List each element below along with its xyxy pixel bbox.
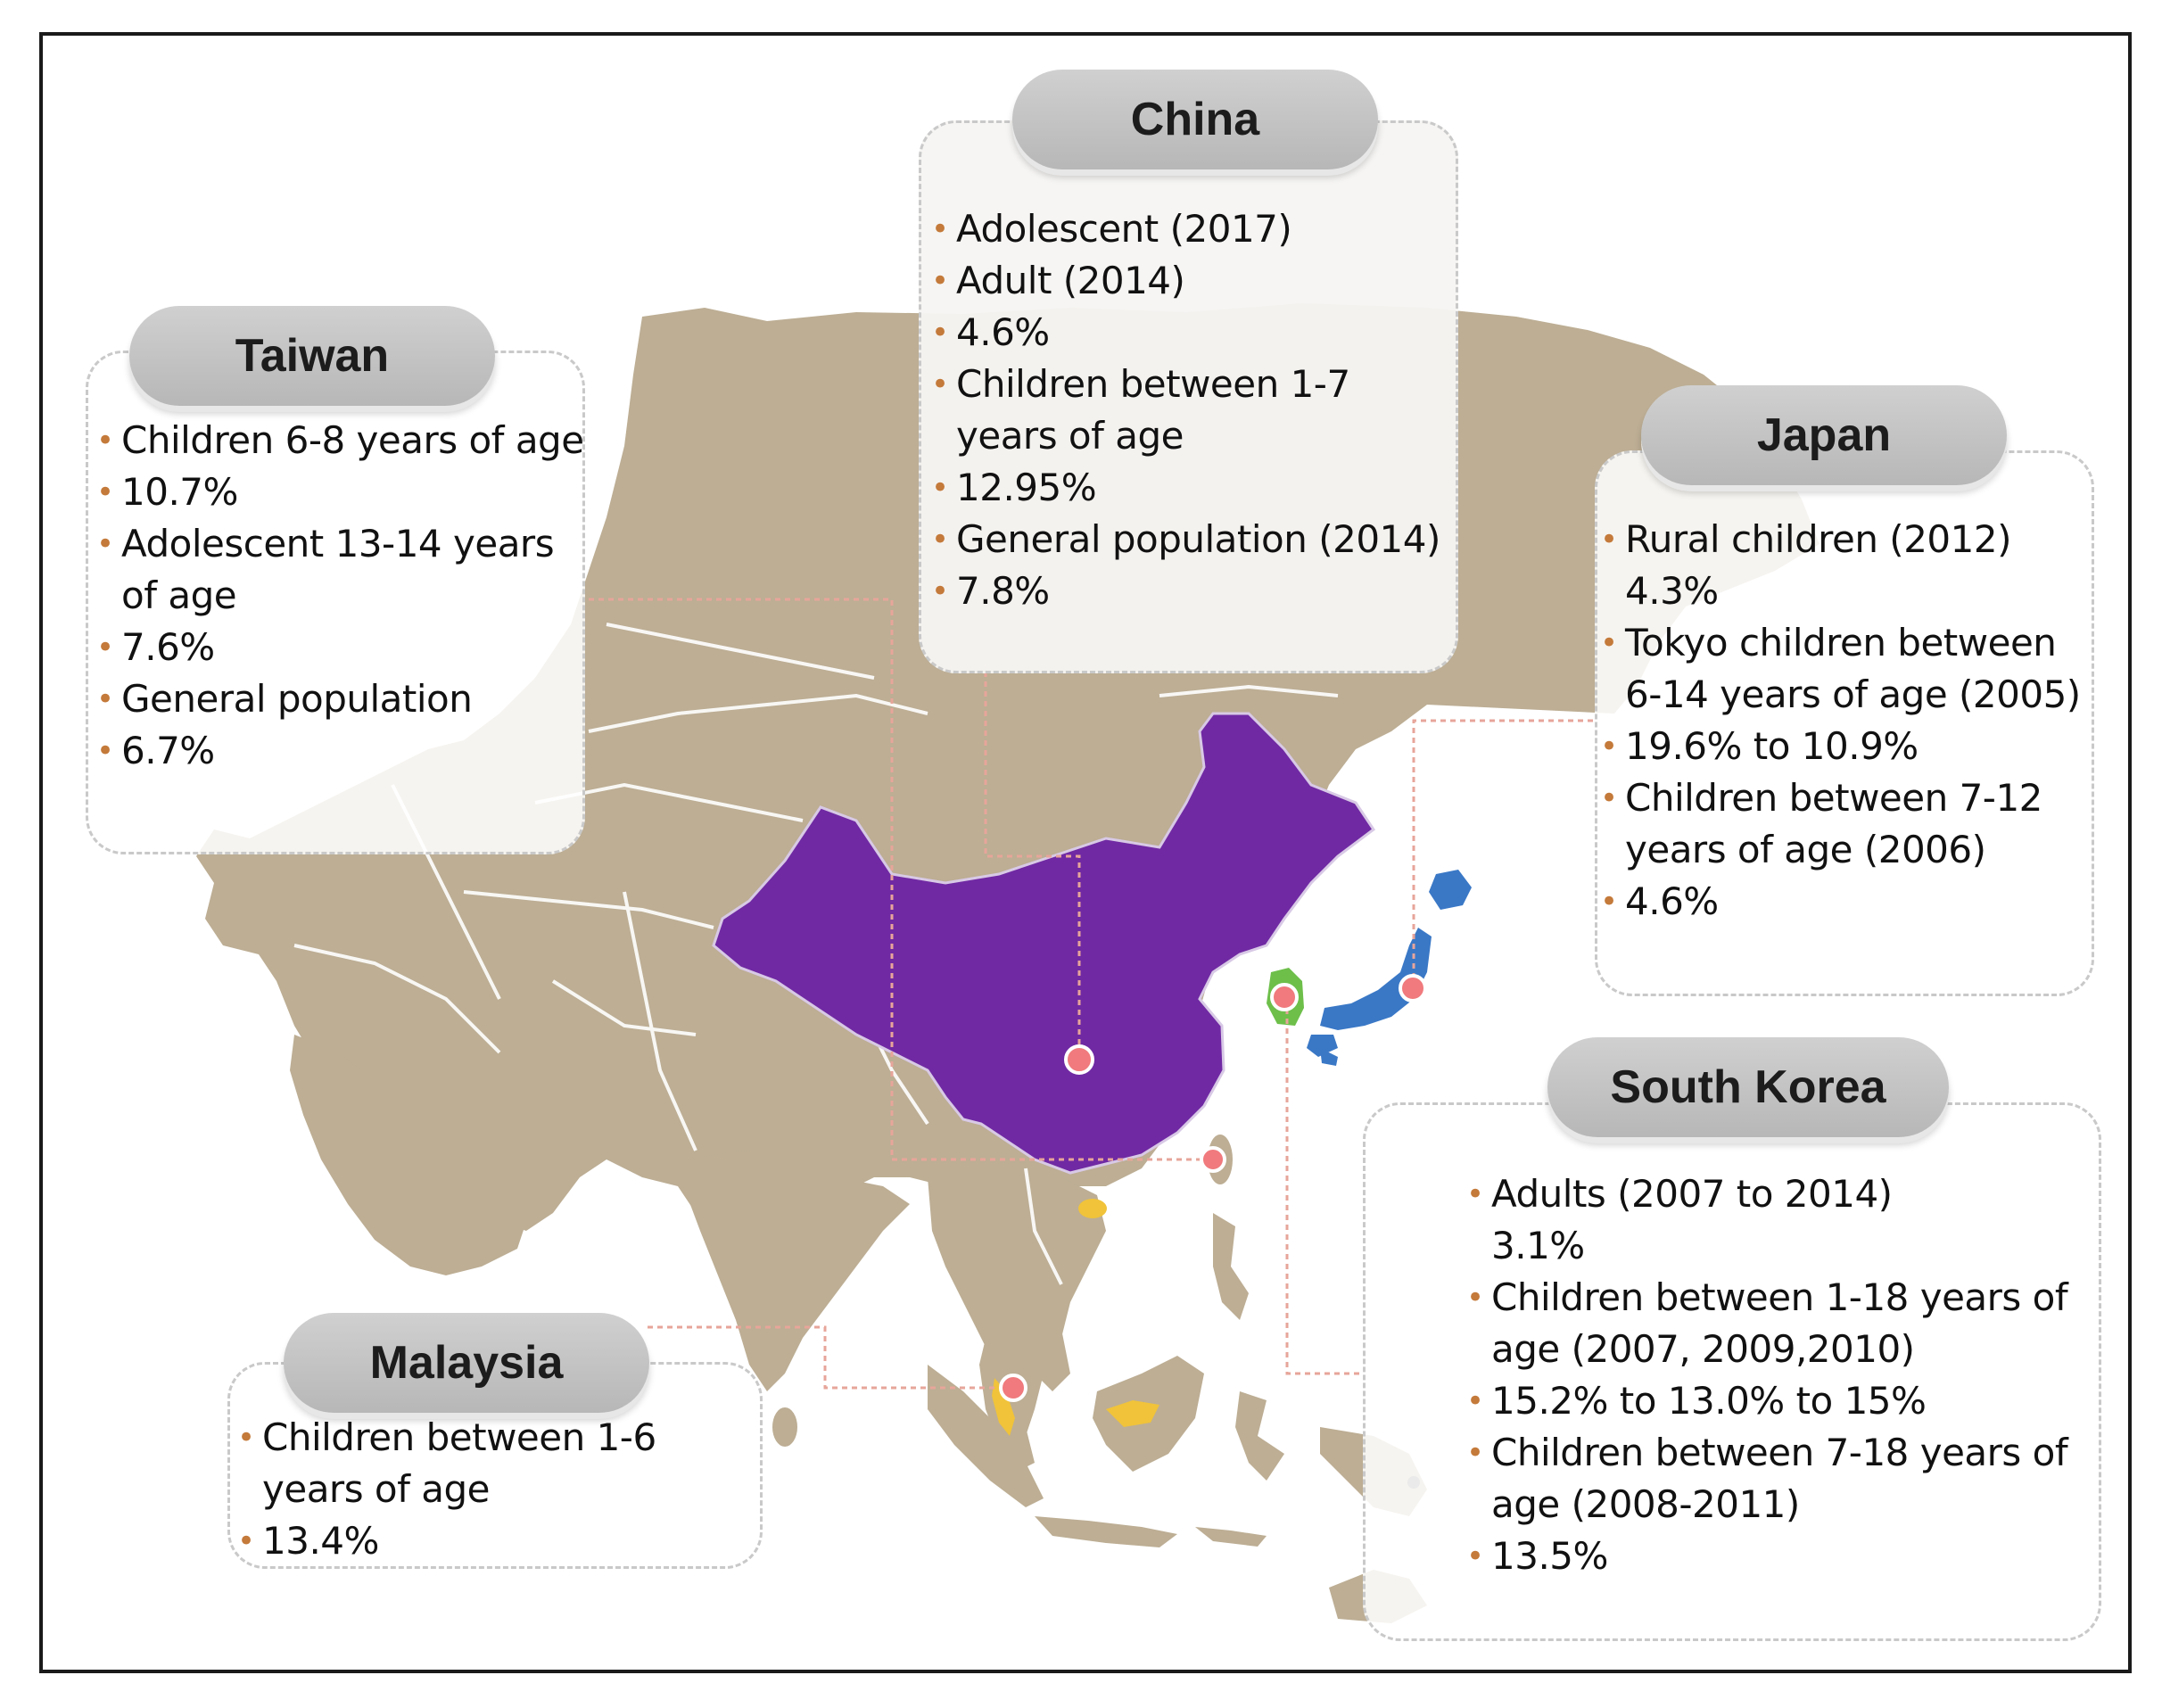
china-title: China [1012,70,1378,169]
japan-region [1307,870,1472,1066]
malaysia-title: Malaysia [284,1313,649,1413]
taiwan-item-children: Children 6-8 years of age [93,415,585,466]
china-list: Adolescent (2017) Adult (2014) 4.6% Chil… [928,203,1454,617]
south-korea-item-adults-value: 3.1% [1491,1224,1585,1267]
taiwan-list: Children 6-8 years of age 10.7% Adolesce… [93,415,585,777]
taiwan-item-children-value: 10.7% [93,466,585,518]
china-item-adult-value: 4.6% [928,307,1454,359]
japan-item-children-value: 4.6% [1597,876,2096,928]
china-item-adolescent: Adolescent (2017) [928,203,1454,255]
china-region [712,712,1376,1175]
south-korea-list: Adults (2007 to 2014) 3.1% Children betw… [1463,1168,2087,1582]
malaysia-region [992,1378,1159,1436]
china-item-children-value: 12.95% [928,462,1454,514]
malaysia-item-children-value: 13.4% [234,1515,760,1567]
taiwan-item-general-value: 6.7% [93,725,585,777]
lesser-sunda-islands [1195,1527,1267,1547]
southeast-asia-mainland [928,1159,1106,1436]
connector-lines [589,598,1597,1390]
china-item-general-value: 7.8% [928,565,1454,617]
taiwan-item-adolescent: Adolescent 13-14 years of age [93,518,585,622]
china-item-adult: Adult (2014) [928,255,1454,307]
indian-subcontinent [687,1151,910,1391]
south-korea-item-children-1-18-value: 15.2% to 13.0% to 15% [1463,1375,2087,1427]
japan-item-rural: Rural children (2012) [1597,514,2096,565]
malaysia-item-children: Children between 1-6 years of age [234,1412,760,1515]
malaysia-marker [999,1374,1027,1402]
korea-marker [1270,983,1299,1011]
japan-title: Japan [1641,385,2007,485]
sulawesi [1235,1391,1284,1481]
japan-item-tokyo-value: 19.6% to 10.9% [1597,721,2096,772]
south-korea-item-children-7-18: Children between 7-18 years of age (2008… [1463,1427,2087,1531]
china-item-children: Children between 1-7 years of age [928,359,1454,462]
south-korea-item-adults: Adults (2007 to 2014) [1463,1168,2087,1220]
japan-list: Rural children (2012) 4.3% Tokyo childre… [1597,514,2096,928]
hainan-island [1078,1199,1107,1218]
taiwan-marker [1200,1146,1226,1173]
philippines [1213,1213,1249,1320]
south-korea-title: South Korea [1547,1037,1949,1137]
java [1035,1516,1177,1547]
sri-lanka [772,1407,797,1447]
china-item-general: General population (2014) [928,514,1454,565]
south-korea-item-children-1-18: Children between 1-18 years of age (2007… [1463,1272,2087,1375]
south-korea-item-children-7-18-value: 13.5% [1463,1531,2087,1582]
japan-item-tokyo: Tokyo children between 6-14 years of age… [1597,617,2096,721]
taiwan-item-general: General population [93,673,585,725]
malaysia-list: Children between 1-6 years of age 13.4% [234,1412,760,1567]
japan-marker [1399,974,1427,1003]
taiwan-item-adolescent-value: 7.6% [93,622,585,673]
japan-item-rural-value: 4.3% [1625,569,1719,613]
sumatra [928,1365,1044,1507]
taiwan-title: Taiwan [129,306,495,406]
arabian-peninsula [290,1035,526,1275]
japan-item-children: Children between 7-12 years of age (2006… [1597,772,2096,876]
china-marker [1064,1044,1094,1075]
